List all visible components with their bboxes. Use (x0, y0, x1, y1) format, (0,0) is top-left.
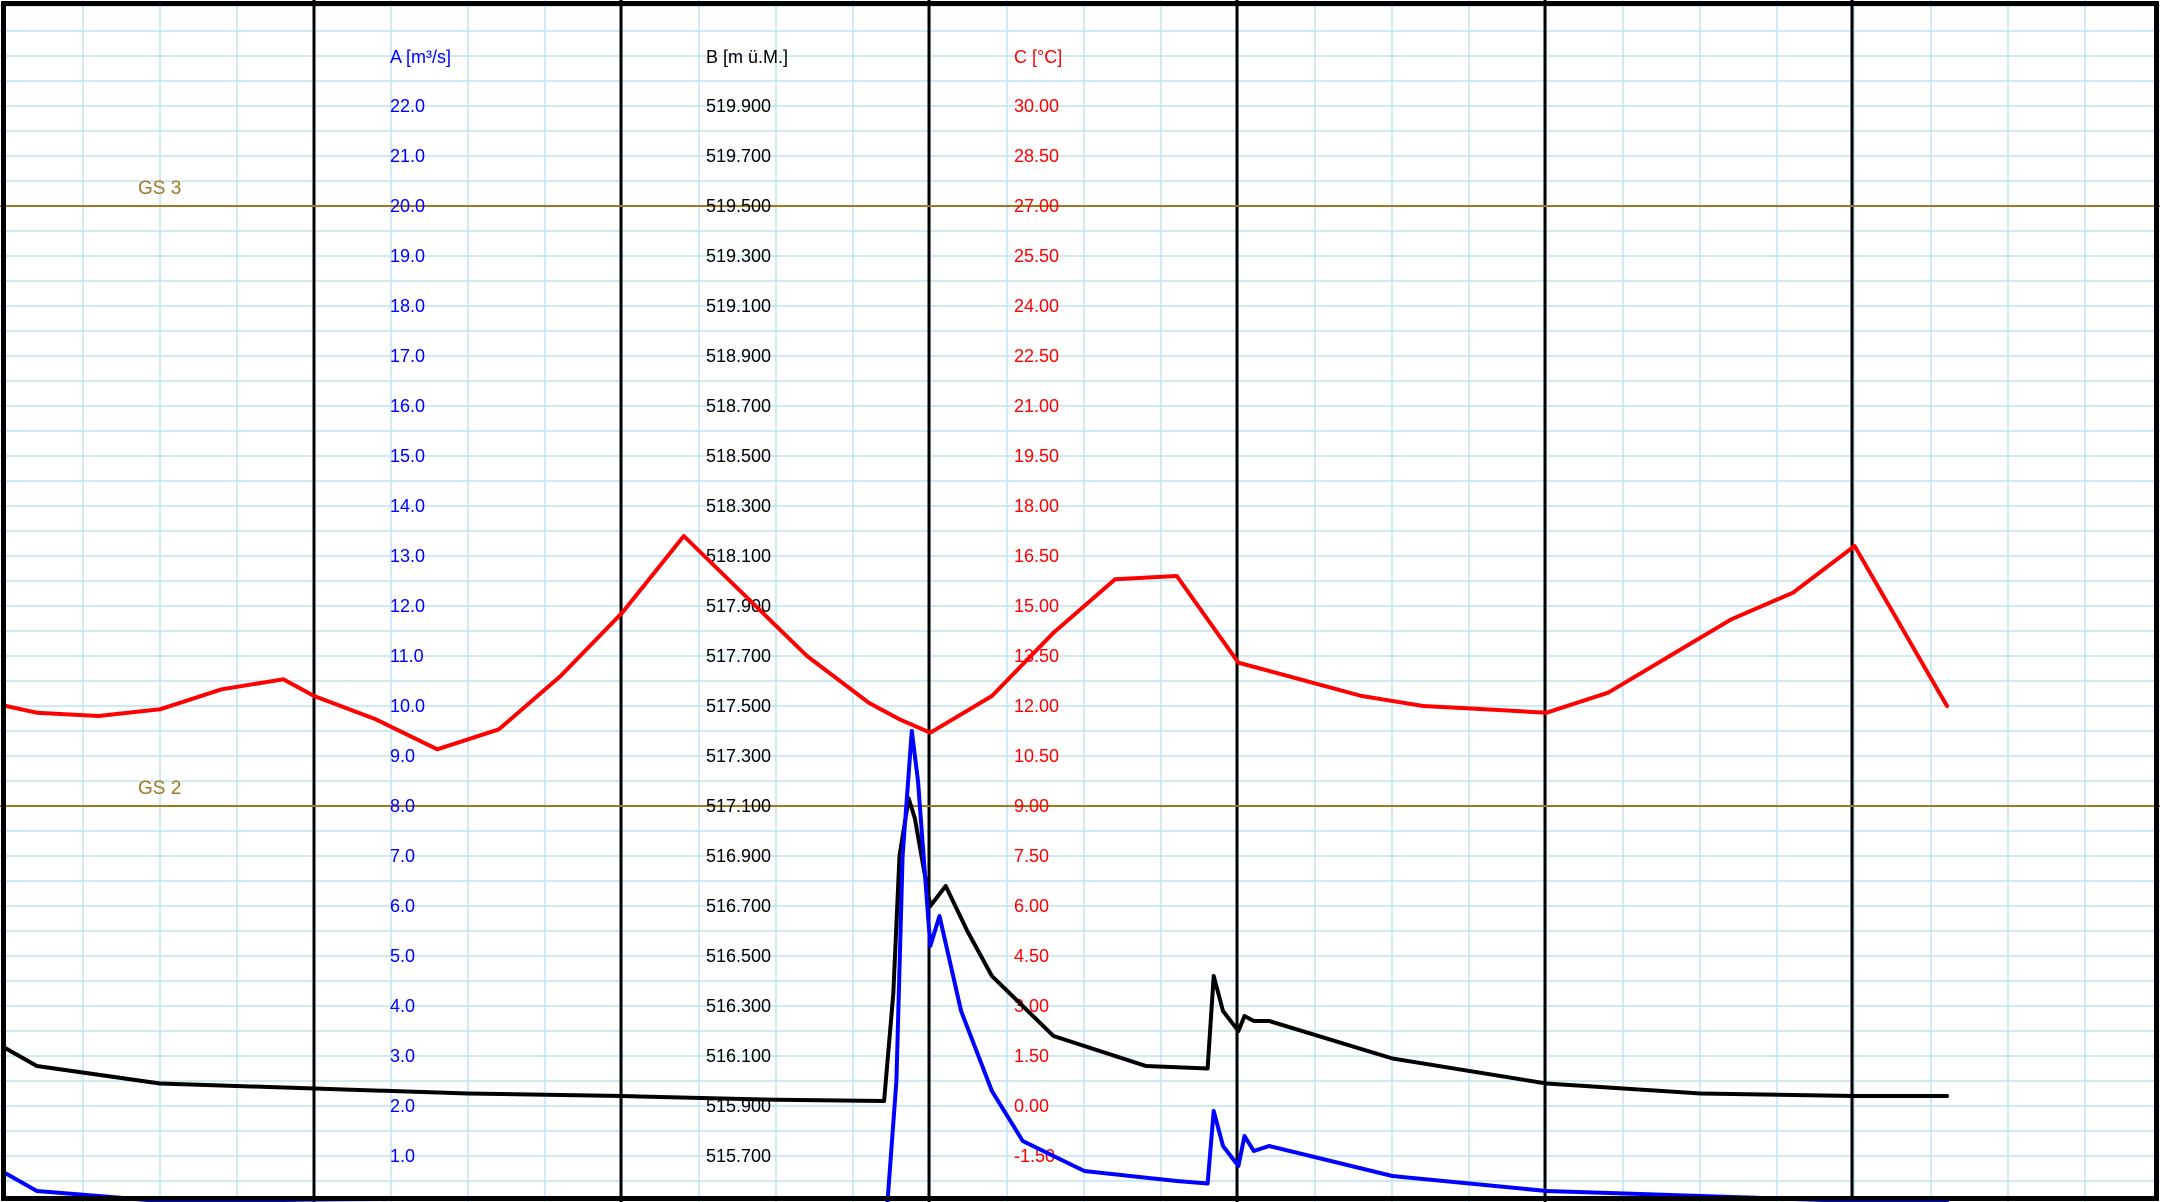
tick-label: 516.700 (706, 896, 771, 916)
tick-label: 7.50 (1014, 846, 1049, 866)
tick-label: 13.0 (390, 546, 425, 566)
tick-label: 516.500 (706, 946, 771, 966)
tick-label: 10.0 (390, 696, 425, 716)
series-line-B (4, 796, 1949, 1103)
tick-label: 517.300 (706, 746, 771, 766)
tick-label: 24.00 (1014, 296, 1059, 316)
grid-major (312, 0, 1854, 1202)
tick-label: 1.0 (390, 1146, 415, 1166)
tick-label: 18.0 (390, 296, 425, 316)
tick-label: 518.500 (706, 446, 771, 466)
tick-label: 518.300 (706, 496, 771, 516)
tick-label: 12.00 (1014, 696, 1059, 716)
tick-label: 517.500 (706, 696, 771, 716)
axis-title: C [°C] (1014, 47, 1062, 67)
tick-label: 5.0 (390, 946, 415, 966)
axis-labels: A [m³/s] 22.0 21.0 20.0 19.0 18.0 17.0 16.0 15.0… (390, 47, 1062, 1166)
axis-title: A [m³/s] (390, 47, 451, 67)
reference-line-label: GS 3 (138, 178, 181, 199)
tick-label: 10.50 (1014, 746, 1059, 766)
tick-label: 516.900 (706, 846, 771, 866)
tick-label: 518.700 (706, 396, 771, 416)
tick-label: 0.00 (1014, 1096, 1049, 1116)
tick-label: 20.0 (390, 196, 425, 216)
tick-label: 19.0 (390, 246, 425, 266)
tick-label: 519.100 (706, 296, 771, 316)
tick-label: 2.0 (390, 1096, 415, 1116)
tick-label: 22.0 (390, 96, 425, 116)
tick-label: 14.0 (390, 496, 425, 516)
tick-label: 7.0 (390, 846, 415, 866)
tick-label: 15.0 (390, 446, 425, 466)
tick-label: 18.00 (1014, 496, 1059, 516)
tick-label: 17.0 (390, 346, 425, 366)
tick-label: 11.0 (390, 646, 424, 666)
tick-label: 4.50 (1014, 946, 1049, 966)
tick-label: 515.700 (706, 1146, 771, 1166)
tick-label: 27.00 (1014, 196, 1059, 216)
tick-label: 517.700 (706, 646, 771, 666)
tick-label: 30.00 (1014, 96, 1059, 116)
tick-label: 4.0 (390, 996, 415, 1016)
tick-label: 8.0 (390, 796, 415, 816)
tick-label: 12.0 (390, 596, 425, 616)
tick-label: 25.50 (1014, 246, 1059, 266)
tick-label: 3.00 (1014, 996, 1049, 1016)
tick-label: 519.300 (706, 246, 771, 266)
tick-label: 15.00 (1014, 596, 1059, 616)
tick-label: 1.50 (1014, 1046, 1049, 1066)
tick-label: 516.100 (706, 1046, 771, 1066)
tick-label: 19.50 (1014, 446, 1059, 466)
tick-label: 519.500 (706, 196, 771, 216)
tick-label: 21.00 (1014, 396, 1059, 416)
tick-label: 16.50 (1014, 546, 1059, 566)
tick-label: 22.50 (1014, 346, 1059, 366)
tick-label: 28.50 (1014, 146, 1059, 166)
tick-label: 518.100 (706, 546, 771, 566)
tick-label: 6.00 (1014, 896, 1049, 916)
tick-label: 517.100 (706, 796, 771, 816)
tick-label: 9.0 (390, 746, 415, 766)
tick-label: 6.0 (390, 896, 415, 916)
tick-label: 519.700 (706, 146, 771, 166)
tick-label: 519.900 (706, 96, 771, 116)
tick-label: 516.300 (706, 996, 771, 1016)
reference-line-label: GS 2 (138, 778, 181, 799)
reference-lines: GS 3 GS 2 (0, 178, 2160, 807)
series-group (4, 534, 1949, 1202)
tick-label: 16.0 (390, 396, 425, 416)
tick-label: 21.0 (390, 146, 425, 166)
tick-label: 517.900 (706, 596, 771, 616)
tick-label: 9.00 (1014, 796, 1049, 816)
axis-title: B [m ü.M.] (706, 47, 788, 67)
tick-label: 3.0 (390, 1046, 415, 1066)
tick-label: -1.50 (1014, 1146, 1055, 1166)
tick-label: 518.900 (706, 346, 771, 366)
